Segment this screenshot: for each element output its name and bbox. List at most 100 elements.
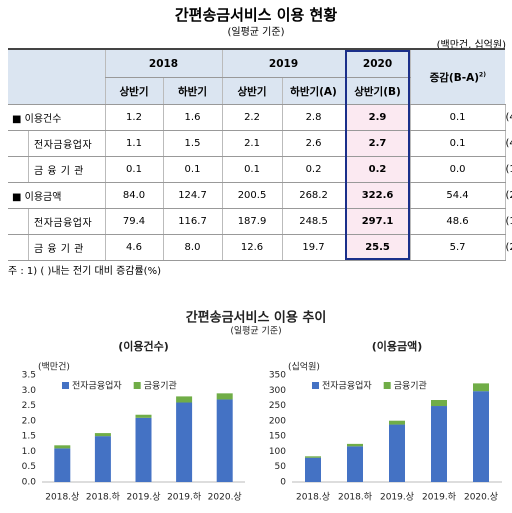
bar-segment xyxy=(216,399,233,482)
bar-segment xyxy=(431,400,447,407)
row-label: ■ 이용금액 xyxy=(8,182,105,209)
table-row: 금 융 기 관0.10.10.10.20.20.0(11.7) xyxy=(8,156,512,183)
x-tick-label: 2020.상 xyxy=(464,492,498,503)
x-tick-label: 2018.하 xyxy=(86,492,121,503)
table-row: 금 융 기 관4.68.012.619.725.55.7(29.1) xyxy=(8,234,512,261)
y-axis-label: (백만건) xyxy=(38,362,70,373)
y-tick-label: 100 xyxy=(269,447,286,457)
table-cell: 2.2 xyxy=(221,104,283,131)
y-tick-label: 2.0 xyxy=(22,416,37,426)
bar-segment xyxy=(473,383,489,392)
x-tick-label: 2019.상 xyxy=(126,492,160,503)
bar-segment xyxy=(347,443,363,447)
y-tick-label: 2.5 xyxy=(22,401,36,411)
bar-segment xyxy=(54,448,71,482)
table-cell: 12.6 xyxy=(221,234,283,261)
legend-swatch xyxy=(383,382,391,389)
y-tick-label: 150 xyxy=(269,432,286,442)
row-label: 금 융 기 관 xyxy=(8,156,105,183)
page-title: 간편송금서비스 이용 현황 xyxy=(174,6,338,24)
highlight-frame xyxy=(345,50,410,260)
bar-segment xyxy=(94,436,111,482)
table-cell: 8.0 xyxy=(162,234,223,261)
chart-title: (이용금액) xyxy=(372,339,423,353)
bar-segment xyxy=(135,414,152,418)
table-cell: 2.7 xyxy=(344,130,411,157)
y-tick-label: 1.5 xyxy=(22,432,36,442)
table-cell: 248.5 xyxy=(281,208,346,235)
table-cell: 0.1 xyxy=(409,130,506,157)
page-subtitle: (일평균 기준) xyxy=(227,27,285,38)
legend-label: 금융기관 xyxy=(394,381,427,392)
table-cell: 0.2 xyxy=(344,156,411,183)
table-cell: 5.7 xyxy=(409,234,506,261)
x-tick-label: 2019.상 xyxy=(380,492,414,503)
period-header: 하반기(A) xyxy=(281,77,346,105)
bar-segment xyxy=(389,420,405,425)
y-tick-label: 250 xyxy=(269,401,286,411)
table-cell: 268.2 xyxy=(281,182,346,209)
x-tick-label: 2019.하 xyxy=(422,492,457,503)
x-tick-label: 2018.상 xyxy=(296,492,330,503)
row-label: ■ 이용건수 xyxy=(8,104,105,131)
year-header: 2020 xyxy=(344,48,411,78)
x-tick-label: 2018.하 xyxy=(338,492,373,503)
table-cell: 0.1 xyxy=(162,156,223,183)
legend-label: 전자금융업자 xyxy=(72,381,122,392)
row-label: 전자금융업자 xyxy=(8,130,105,157)
table-cell: 19.7 xyxy=(281,234,346,261)
table-cell: 25.5 xyxy=(344,234,411,261)
bar-segment xyxy=(94,433,111,437)
legend-swatch xyxy=(133,382,141,389)
legend-label: 금융기관 xyxy=(144,381,177,392)
bar-segment xyxy=(389,424,405,482)
bar-segment xyxy=(431,406,447,482)
row-label: 전자금융업자 xyxy=(8,208,105,235)
y-tick-label: 300 xyxy=(269,386,286,396)
table-cell: 79.4 xyxy=(104,208,163,235)
period-header: 상반기 xyxy=(221,77,283,105)
year-header: 2018 xyxy=(104,48,223,78)
legend-swatch xyxy=(312,382,319,389)
legend-label: 전자금융업자 xyxy=(322,381,372,392)
table-cell: 1.2 xyxy=(104,104,163,131)
table-cell: 0.1 xyxy=(221,156,283,183)
bar-segment xyxy=(135,417,152,482)
change-header: 증감(B-A) xyxy=(429,71,480,84)
table-cell: 1.5 xyxy=(162,130,223,157)
table-cell: 116.7 xyxy=(162,208,223,235)
corner-cell xyxy=(8,48,105,105)
y-tick-label: 350 xyxy=(269,371,286,381)
table-cell: 4.6 xyxy=(104,234,163,261)
x-tick-label: 2018.상 xyxy=(45,492,79,503)
table-cell: 0.1 xyxy=(409,104,506,131)
table-cell: 322.6 xyxy=(344,182,411,209)
bar-segment xyxy=(473,391,489,482)
table-cell: 0.2 xyxy=(281,156,346,183)
footnote-mark: 2) xyxy=(479,71,486,78)
bar-segment xyxy=(305,457,321,482)
bar-segment xyxy=(347,446,363,482)
table-cell: 200.5 xyxy=(221,182,283,209)
y-tick-label: 1.0 xyxy=(22,447,37,457)
bar-segment xyxy=(176,402,193,482)
y-tick-label: 200 xyxy=(269,416,286,426)
table-cell: 84.0 xyxy=(104,182,163,209)
table-cell: 297.1 xyxy=(344,208,411,235)
chart-title: (이용건수) xyxy=(118,339,169,353)
bar-segment xyxy=(54,445,71,449)
change-header-cell: 증감(B-A)2) xyxy=(409,48,506,105)
table-cell: 54.4 xyxy=(409,182,506,209)
y-tick-label: 50 xyxy=(275,462,287,472)
y-tick-label: 3.0 xyxy=(22,386,37,396)
table-cell: 1.1 xyxy=(104,130,163,157)
y-tick-label: 3.5 xyxy=(22,371,36,381)
bar-segment xyxy=(176,396,193,403)
charts: 간편송금서비스 이용 추이 (일평균 기준) (이용건수) (백만건) 0.0 0.5… xyxy=(22,310,502,503)
charts-title: 간편송금서비스 이용 추이 xyxy=(186,310,327,326)
